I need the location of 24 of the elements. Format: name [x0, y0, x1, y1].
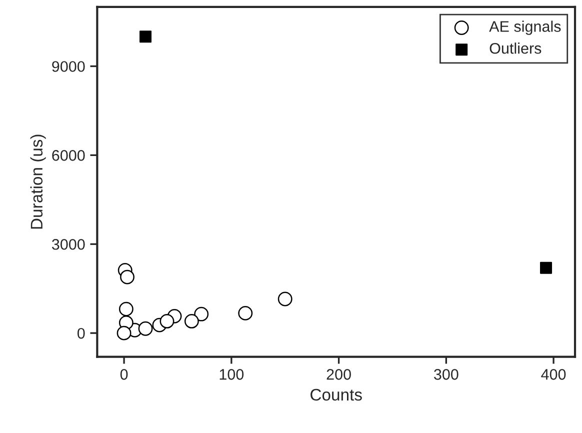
point	[160, 314, 174, 328]
point	[278, 292, 292, 306]
y-tick-label: 6000	[52, 150, 85, 161]
x-tick-label: 300	[434, 369, 458, 380]
x-tick-label: 100	[220, 369, 244, 380]
point	[238, 306, 253, 320]
x-tick-label: 400	[541, 369, 566, 380]
y-tick-label: 3000	[52, 238, 85, 250]
y-tick-label: 0	[77, 328, 85, 339]
y-axis-title: Duration (us)	[30, 134, 46, 229]
point	[116, 326, 132, 340]
point	[540, 262, 552, 274]
x-tick-label: 200	[326, 369, 351, 380]
y-tick-label: 9000	[52, 61, 85, 72]
legend-label: Outliers	[490, 42, 542, 54]
point	[140, 30, 152, 43]
point	[194, 306, 209, 322]
point	[118, 302, 134, 316]
x-axis-title: Counts	[310, 388, 362, 401]
point	[138, 321, 153, 336]
x-tick-label: 0	[120, 369, 128, 380]
legend-label: AE signals	[489, 20, 561, 35]
point	[120, 270, 134, 284]
point	[184, 314, 199, 328]
